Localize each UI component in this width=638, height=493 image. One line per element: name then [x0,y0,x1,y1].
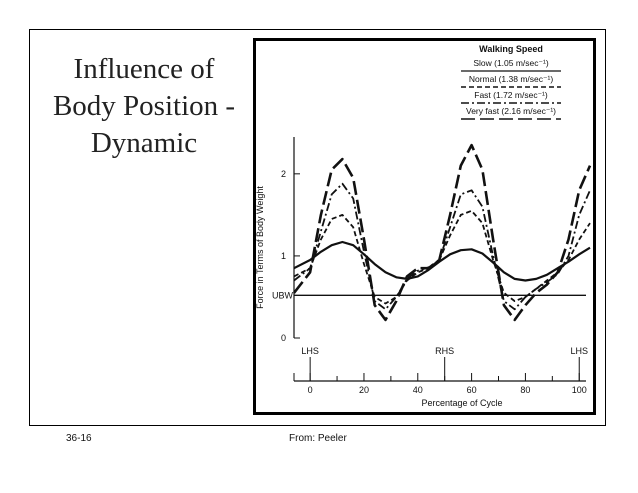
legend-label-1: Slow (1.05 m/sec⁻¹) [473,58,549,68]
slide-title: Influence of Body Position - Dynamic [52,53,236,159]
x-tick-label: 100 [572,385,587,395]
y-tick-label: 2 [281,169,286,179]
series-line-1 [293,240,591,282]
event-label: LHS [570,346,588,356]
ubw-label: UBW [272,290,294,300]
y-tick-label: 0 [281,333,286,343]
x-tick-label: 20 [359,385,369,395]
event-label: LHS [301,346,319,356]
chart-legend: Walking Speed Slow (1.05 m/sec⁻¹) Normal (… [461,44,561,120]
x-tick-label: 0 [308,385,313,395]
source-credit: From: Peeler [289,433,347,444]
x-axis-label: Percentage of Cycle [421,398,502,408]
series-line-4 [292,143,592,322]
chart-panel: Walking Speed Slow (1.05 m/sec⁻¹) Normal (… [253,38,596,415]
series-line-3 [293,182,591,311]
x-tick-label: 60 [467,385,477,395]
legend-label-3: Fast (1.72 m/sec⁻¹) [474,90,548,100]
x-tick-label: 40 [413,385,423,395]
y-tick-label: 1 [281,251,286,261]
y-axis-label: Force in Terms of Body Weight [256,186,265,309]
legend-label-2: Normal (1.38 m/sec⁻¹) [469,74,553,84]
event-label: RHS [435,346,454,356]
legend-label-4: Very fast (2.16 m/sec⁻¹) [466,106,556,116]
series-line-2 [293,209,591,305]
slide-number: 36-16 [66,433,92,444]
legend-title: Walking Speed [479,44,543,54]
x-tick-label: 80 [520,385,530,395]
force-chart: Walking Speed Slow (1.05 m/sec⁻¹) Normal (… [255,44,592,408]
plot-area: 0 1 2 Force in Terms of Body Weight UBW LHS RH… [255,137,592,408]
